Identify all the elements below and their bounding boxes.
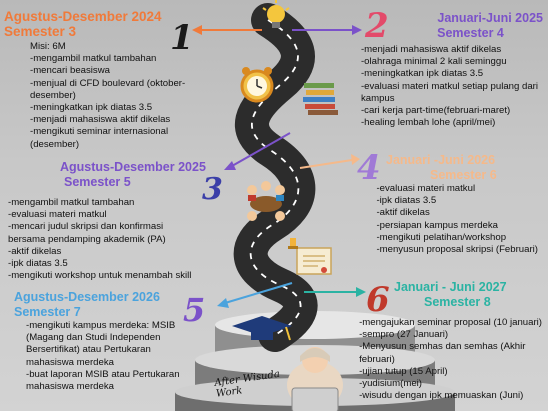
semester-7-block: Agustus-Desember 2026 Semester 7 [14,290,160,320]
list-item: -olahraga minimal 2 kali seminggu [360,56,507,68]
milestone-number-3: 3 [202,172,223,207]
trophy-icon [288,238,298,249]
list-item: -evaluasi materi matkul [8,209,107,221]
arrow-sem3 [192,25,262,35]
semester-8-period: Januari - Juni 2027 [394,280,507,294]
lightbulb-icon [262,0,290,28]
list-item: -menjadi mahasiswa aktif dikelas [360,44,502,55]
semester-5-items: -mengambil matkul tambahan -evaluasi mat… [8,197,191,282]
arrow-sem7 [217,282,293,308]
list-item: -aktif dikelas [376,207,430,219]
semester-4-items: -menjadi mahasiswa aktif dikelas -olahra… [361,44,538,129]
list-item: -sempro (27 Januari) [359,329,449,341]
list-item: desember) [30,89,76,101]
list-item: februari) [359,353,395,365]
semester-3-period: Agustus-Desember 2024 [4,9,162,24]
graduate-character-icon [287,347,343,411]
milestone-number-6: 6 [366,280,390,320]
arrow-sem8 [304,287,366,297]
winding-road [233,3,318,352]
list-item: Misi: 6M [30,41,66,52]
semester-8-items: -mengajukan seminar proposal (10 januari… [359,317,542,402]
list-item: -Menyusun semhas dan semhas (Akhir [359,341,526,353]
list-item: -mengikuti seminar internasional [30,126,169,138]
semester-6-items: -evaluasi materi matkul -ipk diatas 3.5 … [376,183,538,256]
list-item: -mengambil matkul tambahan [8,197,135,208]
semester-7-title: Semester 7 [14,305,81,319]
list-item: -menyusun proposal skripsi (Februari) [376,244,538,256]
list-item: (desember) [30,138,80,150]
list-item: -meningkatkan ipk diatas 3.5 [30,102,153,114]
list-item: -evaluasi materi matkul [376,183,476,194]
list-item: -ipk diatas 3.5 [376,195,437,207]
alarm-clock-icon [240,67,274,103]
list-item: -persiapan kampus merdeka [376,219,499,231]
semester-5-period: Agustus-Desember 2025 [60,160,206,174]
list-item: mahasiswa merdeka [26,356,114,368]
list-item: -meningkatkan ipk diatas 3.5 [360,68,484,80]
list-item: -mengambil matkul tambahan [30,53,157,65]
list-item: -evaluasi materi matkul setiap pulang da… [360,80,538,92]
list-item: bersama pendamping akademik (PA) [8,233,166,245]
semester-3-items: Misi: 6M -mengambil matkul tambahan -men… [30,41,185,151]
list-item: -healing lembah lohe (april/mei) [360,117,496,129]
semester-6-title: Semester 6 [430,168,497,182]
semester-8-title: Semester 8 [424,295,491,309]
list-item: -mengajukan seminar proposal (10 januari… [359,317,542,328]
semester-4-period: Januari-Juni 2025 [437,11,543,25]
arrow-sem4 [292,25,362,35]
semester-7-period: Agustus-Desember 2026 [14,290,160,304]
list-item: -menjadi mahasiswa aktif dikelas [30,114,171,126]
semester-7-items: -mengikuti kampus merdeka: MSIB (Magang … [26,320,180,393]
list-item: Bersertifikat) atau Pertukaran [26,344,151,356]
arrow-sem5 [224,132,291,170]
semester-3-title: Semester 3 [4,24,77,39]
list-item: -ipk diatas 3.5 [8,258,68,270]
list-item: -mengikuti workshop untuk menambah skill [8,270,192,282]
list-item: -wisudu dengan ipk memuaskan (Juni) [359,390,524,402]
milestone-number-5: 5 [183,291,206,329]
list-item: -mengikuti pelatihan/workshop [376,231,507,243]
milestone-number-2: 2 [365,6,389,46]
list-item: -cari kerja part-time(februari-maret) [360,105,511,117]
list-item: (Magang dan Studi Independen [26,332,161,344]
semester-4-title: Semester 4 [437,26,504,40]
semester-5-title: Semester 5 [64,175,131,189]
list-item: -mencari beasiswa [30,65,110,77]
books-icon [303,83,338,115]
team-meeting-icon [247,181,285,221]
list-item: -mencari judul skripsi dan konfirmasi [8,221,164,233]
list-item: -yudisium(mei) [359,378,422,390]
semester-6-period: Januari -Juni 2026 [386,153,496,167]
list-item: mahasiswa merdeka [26,381,114,393]
semester-3-block: Agustus-Desember 2024 Semester 3 [4,9,199,39]
list-item: -mengikuti kampus merdeka: MSIB [26,320,176,331]
list-item: kampus [360,92,395,104]
arrow-sem6 [299,154,360,169]
certificate-icon [296,247,332,275]
semester-5-block: Agustus-Desember 2025 Semester 5 [60,160,206,190]
list-item: -buat laporan MSIB atau Pertukaran [26,368,180,380]
semester-6-block: Januari -Juni 2026 Semester 6 [386,153,536,183]
list-item: -aktif dikelas [8,245,62,257]
semester-4-block: Januari-Juni 2025 Semester 4 [398,11,543,41]
list-item: -menjual di CFD boulevard (oktober- [30,77,186,89]
milestone-number-4: 4 [357,148,381,188]
list-item: -ujian tutup (15 April) [359,365,448,377]
semester-8-block: Januari - Juni 2027 Semester 8 [394,280,544,310]
milestone-number-1: 1 [170,18,194,58]
graduation-cap-icon [232,316,292,341]
